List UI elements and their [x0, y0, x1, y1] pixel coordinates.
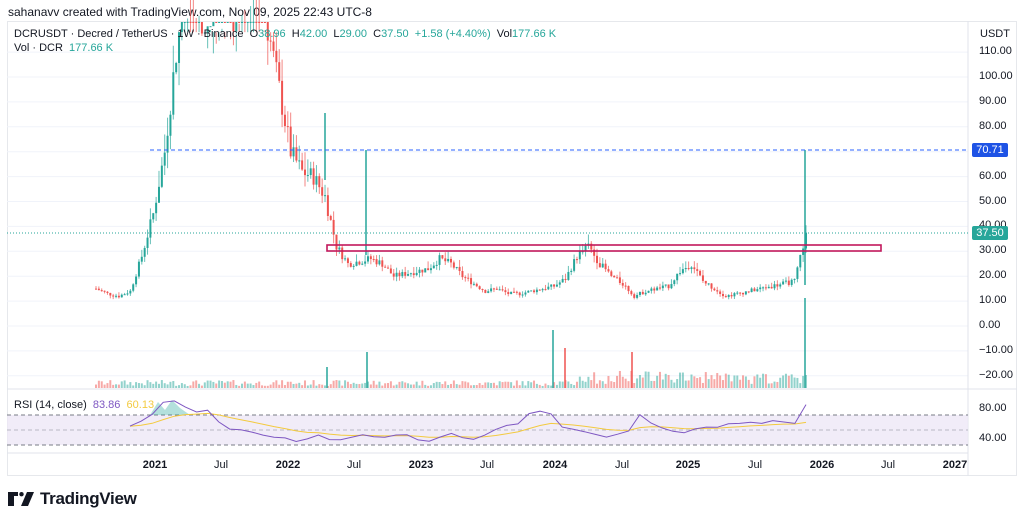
time-axis-tick: Jul: [747, 459, 763, 471]
price-axis-currency: USDT: [980, 28, 1010, 40]
symbol-title: DCRUSDT · Decred / TetherUS · 1W · Binan…: [14, 28, 244, 40]
low-value: 29.00: [339, 28, 368, 40]
price-axis-tick: −20.00: [979, 368, 1013, 381]
price-axis-tick: 60.00: [979, 169, 1007, 182]
time-axis-tick: 2026: [809, 459, 835, 471]
price-axis-tick: 0.00: [979, 319, 1001, 331]
high-value: 42.00: [299, 28, 328, 40]
time-axis-tick: 2023: [408, 459, 434, 471]
close-value: 37.50: [381, 28, 409, 40]
rsi-axis-tick: 40.00: [979, 432, 1007, 444]
time-axis-tick: Jul: [479, 459, 495, 471]
time-axis-tick: 2024: [542, 459, 568, 471]
symbol-legend: DCRUSDT · Decred / TetherUS · 1W · Binan…: [14, 28, 557, 40]
volume-legend: Vol · DCR 177.66 K: [14, 42, 114, 54]
time-axis-tick: 2022: [275, 459, 301, 471]
time-axis-tick: 2025: [675, 459, 701, 471]
change-value: +1.58 (+4.40%): [414, 28, 491, 40]
time-axis-tick: Jul: [614, 459, 630, 471]
price-axis-tick: 20.00: [979, 269, 1007, 282]
grid-lines: [7, 51, 968, 377]
time-axis-tick: 2021: [142, 459, 168, 471]
last-price-tag: 37.50: [972, 226, 1008, 240]
price-axis-tick: 30.00: [979, 244, 1007, 257]
time-axis-tick: Jul: [346, 459, 362, 471]
candlesticks: [95, 0, 807, 388]
rsi-legend: RSI (14, close) 83.86 60.13: [14, 399, 155, 411]
price-axis-tick: 110.00: [979, 45, 1012, 58]
price-axis-tick: 50.00: [979, 194, 1007, 207]
resistance-price-tag: 70.71: [972, 143, 1008, 157]
open-value: 38.96: [258, 28, 286, 40]
rsi-band-fill: [7, 415, 968, 445]
time-axis-tick: Jul: [213, 459, 229, 471]
price-axis-tick: 10.00: [979, 294, 1007, 307]
rsi-overbought-fill: [150, 400, 190, 415]
brand-name: TradingView: [40, 489, 137, 508]
volume-value: 177.66 K: [512, 28, 557, 40]
rsi-value: 83.86: [92, 399, 121, 411]
price-axis-tick: 80.00: [979, 119, 1007, 132]
rsi-axis-tick: 80.00: [979, 402, 1007, 414]
price-axis-tick: −10.00: [979, 343, 1013, 356]
time-axis-tick: Jul: [880, 459, 896, 471]
chart-frame: [7, 21, 1017, 476]
volume-bars: [95, 370, 807, 388]
price-axis-tick: 90.00: [979, 94, 1007, 107]
tradingview-logo[interactable]: TradingView: [8, 489, 137, 509]
support-resistance-zone: [326, 244, 882, 252]
rsi-line: [129, 400, 807, 443]
rsi-ma-line: [129, 412, 807, 438]
tradingview-logo-icon: [8, 492, 34, 506]
time-axis-tick: 2027: [942, 459, 968, 471]
rsi-ma-value: 60.13: [126, 399, 155, 411]
price-axis-tick: 100.00: [979, 70, 1013, 82]
